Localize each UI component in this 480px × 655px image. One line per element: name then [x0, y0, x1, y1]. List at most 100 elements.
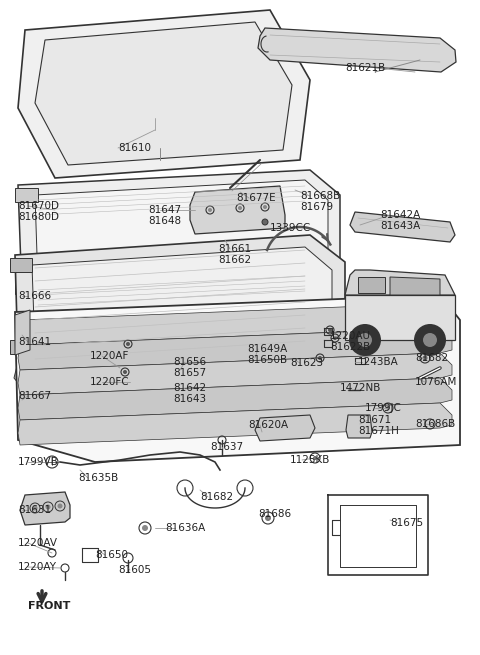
- Polygon shape: [390, 277, 440, 295]
- Text: 81666: 81666: [18, 291, 51, 301]
- Polygon shape: [350, 212, 455, 242]
- Polygon shape: [20, 492, 70, 525]
- Polygon shape: [10, 258, 32, 272]
- Polygon shape: [346, 415, 372, 438]
- Text: 81622B: 81622B: [330, 342, 370, 352]
- Circle shape: [358, 333, 372, 347]
- Circle shape: [123, 370, 127, 374]
- Text: 1220AY: 1220AY: [18, 562, 57, 572]
- Text: 81679: 81679: [300, 202, 333, 212]
- Text: 81682: 81682: [200, 492, 233, 502]
- Circle shape: [328, 328, 332, 332]
- Text: 1125KB: 1125KB: [290, 455, 330, 465]
- Circle shape: [262, 219, 268, 225]
- Text: 81680D: 81680D: [18, 212, 59, 222]
- Polygon shape: [190, 186, 285, 234]
- Polygon shape: [358, 277, 385, 293]
- Circle shape: [58, 504, 62, 508]
- Polygon shape: [18, 303, 452, 345]
- Circle shape: [423, 333, 437, 347]
- Circle shape: [386, 406, 390, 410]
- Text: 81650B: 81650B: [247, 355, 287, 365]
- Text: 81661: 81661: [218, 244, 251, 254]
- Text: 81610: 81610: [118, 143, 151, 153]
- Circle shape: [422, 356, 428, 360]
- Circle shape: [349, 324, 381, 356]
- Text: 81656: 81656: [173, 357, 206, 367]
- Polygon shape: [18, 403, 452, 445]
- Text: 81671H: 81671H: [358, 426, 399, 436]
- Circle shape: [46, 504, 50, 510]
- Text: 81643: 81643: [173, 394, 206, 404]
- Text: 81650: 81650: [95, 550, 128, 560]
- Polygon shape: [18, 353, 452, 395]
- Text: 81657: 81657: [173, 368, 206, 378]
- Text: 81621B: 81621B: [345, 63, 385, 73]
- Text: 81662: 81662: [218, 255, 251, 265]
- Text: 1243BA: 1243BA: [358, 357, 399, 367]
- Polygon shape: [10, 340, 32, 354]
- Polygon shape: [15, 295, 460, 462]
- Polygon shape: [18, 10, 310, 178]
- Polygon shape: [35, 22, 292, 165]
- Circle shape: [33, 506, 37, 510]
- Text: 81648: 81648: [148, 216, 181, 226]
- Text: 81647: 81647: [148, 205, 181, 215]
- Polygon shape: [258, 28, 456, 72]
- Text: 81671: 81671: [358, 415, 391, 425]
- Text: 1472NB: 1472NB: [340, 383, 382, 393]
- Circle shape: [265, 515, 271, 521]
- Text: 81637: 81637: [210, 442, 243, 452]
- Polygon shape: [14, 362, 68, 395]
- Text: 1076AM: 1076AM: [415, 377, 457, 387]
- Text: 81623: 81623: [290, 358, 323, 368]
- Text: FRONT: FRONT: [28, 601, 71, 611]
- Text: 1799VB: 1799VB: [18, 457, 59, 467]
- Text: 81670D: 81670D: [18, 201, 59, 211]
- Text: 81641: 81641: [18, 337, 51, 347]
- Text: 1799JC: 1799JC: [365, 403, 402, 413]
- Polygon shape: [18, 328, 452, 370]
- Circle shape: [318, 356, 322, 360]
- Polygon shape: [18, 378, 452, 420]
- Circle shape: [126, 342, 130, 346]
- Text: 1339CC: 1339CC: [270, 223, 311, 233]
- Text: 81620A: 81620A: [248, 420, 288, 430]
- Circle shape: [313, 456, 317, 460]
- Polygon shape: [18, 170, 340, 320]
- Text: 1220AV: 1220AV: [18, 538, 58, 548]
- Text: 81668B: 81668B: [300, 191, 340, 201]
- Circle shape: [142, 525, 148, 531]
- Polygon shape: [35, 180, 328, 308]
- Polygon shape: [15, 280, 38, 294]
- Text: 1220AF: 1220AF: [90, 351, 130, 361]
- Text: 81675: 81675: [390, 518, 423, 528]
- Text: 81631: 81631: [18, 505, 51, 515]
- Text: 1220FC: 1220FC: [90, 377, 130, 387]
- Polygon shape: [15, 188, 38, 202]
- Text: 81643A: 81643A: [380, 221, 420, 231]
- Text: 81605: 81605: [118, 565, 151, 575]
- Polygon shape: [345, 295, 455, 340]
- Circle shape: [333, 336, 337, 340]
- Polygon shape: [345, 270, 455, 295]
- Polygon shape: [255, 415, 315, 441]
- Text: 1220AU: 1220AU: [330, 331, 371, 341]
- Text: 81636A: 81636A: [165, 523, 205, 533]
- Text: 81686: 81686: [258, 509, 291, 519]
- Text: 81635B: 81635B: [78, 473, 118, 483]
- Text: 81682: 81682: [415, 353, 448, 363]
- Text: 81649A: 81649A: [247, 344, 287, 354]
- Polygon shape: [15, 310, 30, 355]
- Text: 81667: 81667: [18, 391, 51, 401]
- Text: 81642A: 81642A: [380, 210, 420, 220]
- Circle shape: [208, 208, 212, 212]
- Circle shape: [414, 324, 446, 356]
- Polygon shape: [15, 235, 345, 388]
- Polygon shape: [280, 358, 340, 385]
- Polygon shape: [32, 247, 332, 378]
- Text: 81642: 81642: [173, 383, 206, 393]
- Circle shape: [263, 205, 267, 209]
- Text: 81686B: 81686B: [415, 419, 455, 429]
- Polygon shape: [18, 298, 70, 325]
